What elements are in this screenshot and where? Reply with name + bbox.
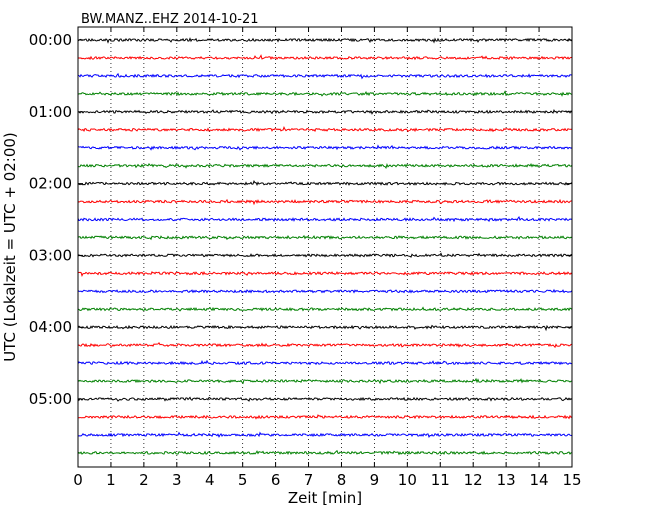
- trace-line: [77, 198, 573, 206]
- x-tick-label: 6: [271, 471, 281, 489]
- trace-line: [77, 396, 573, 402]
- trace-line: [77, 54, 573, 61]
- y-tick-label: 02:00: [29, 175, 72, 193]
- y-tick-label: 05:00: [29, 390, 72, 408]
- trace-line: [77, 288, 573, 294]
- x-tick-label: 11: [431, 471, 450, 489]
- x-tick-label: 13: [497, 471, 516, 489]
- ticks: 0 1 2 3 4 5 6 7 8 9 10 11 12 13 14 1500:0001:0002:0003:…: [29, 27, 582, 489]
- chart-title: BW.MANZ..EHZ 2014-10-21: [81, 12, 259, 27]
- x-tick-label: 15: [562, 471, 581, 489]
- x-tick-label: 12: [464, 471, 483, 489]
- x-tick-label: 2: [139, 471, 149, 489]
- x-tick-label: 14: [530, 471, 549, 489]
- trace-line: [77, 377, 573, 385]
- y-axis-label: UTC (Lokalzeit = UTC + 02:00): [1, 132, 19, 362]
- trace-line: [77, 144, 573, 151]
- x-tick-label: 5: [238, 471, 248, 489]
- x-tick-label: 4: [205, 471, 215, 489]
- y-tick-label: 04:00: [29, 318, 72, 336]
- trace-line: [77, 126, 573, 133]
- x-tick-label: 10: [398, 471, 417, 489]
- trace-line: [77, 341, 573, 349]
- trace-line: [77, 90, 573, 97]
- trace-line: [77, 180, 573, 187]
- trace-line: [77, 324, 573, 332]
- y-tick-label: 01:00: [29, 103, 72, 121]
- traces: [77, 37, 573, 456]
- x-axis-label: Zeit [min]: [287, 489, 363, 507]
- trace-line: [77, 216, 573, 223]
- x-tick-label: 9: [370, 471, 380, 489]
- x-tick-label: 1: [106, 471, 116, 489]
- x-tick-label: 0: [73, 471, 83, 489]
- trace-line: [77, 234, 573, 241]
- x-tick-label: 3: [172, 471, 182, 489]
- trace-line: [77, 306, 573, 312]
- plot-frame: [77, 26, 573, 468]
- x-tick-label: 7: [304, 471, 314, 489]
- trace-line: [77, 162, 573, 170]
- trace-line: [77, 252, 573, 258]
- trace-line: [77, 449, 573, 456]
- grid-lines: [110, 27, 540, 467]
- trace-line: [77, 414, 573, 420]
- y-tick-label: 03:00: [29, 246, 72, 264]
- trace-line: [77, 109, 573, 115]
- trace-line: [77, 72, 573, 80]
- y-tick-label: 00:00: [29, 31, 72, 49]
- trace-line: [77, 431, 573, 439]
- x-tick-label: 8: [337, 471, 347, 489]
- trace-line: [77, 37, 573, 44]
- trace-line: [77, 359, 573, 366]
- trace-line: [77, 271, 573, 277]
